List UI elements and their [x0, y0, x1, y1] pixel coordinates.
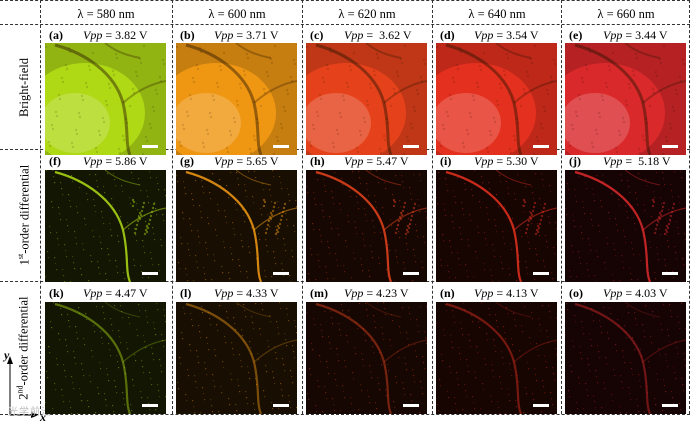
vpp-label: Vpp = 5.86 V [83, 154, 148, 168]
panel-tag: (h) [310, 154, 325, 168]
watermark: 光学前沿 [8, 407, 52, 418]
microscopy-image [306, 302, 427, 414]
panel-tag: (m) [310, 286, 328, 300]
grid-line [302, 0, 303, 414]
panel-tag: (j) [569, 154, 581, 168]
vpp-label: Vpp = 3.82 V [83, 28, 148, 42]
vpp-label: Vpp = 4.13 V [474, 286, 539, 300]
panel-caption: (g) Vpp = 5.65 V [176, 152, 302, 170]
scale-bar [142, 145, 158, 148]
scale-bar [142, 404, 158, 407]
vpp-label: Vpp = 3.54 V [474, 28, 539, 42]
panel-tag: (g) [180, 154, 194, 168]
microscopy-image [176, 302, 297, 414]
microscopy-image [45, 302, 166, 414]
panel-tag: (l) [180, 286, 192, 300]
microscopy-image [306, 170, 427, 282]
grid-line [40, 0, 41, 414]
panel-caption: (m) Vpp = 4.23 V [306, 284, 432, 302]
microscopy-image [45, 170, 166, 282]
panel-caption: (n) Vpp = 4.13 V [436, 284, 562, 302]
scale-bar [403, 404, 419, 407]
grid-line [0, 0, 690, 1]
microscopy-image [565, 43, 686, 155]
axis-arrows [7, 356, 39, 418]
panel-tag: (f) [49, 154, 61, 168]
vpp-label: Vpp = 4.33 V [214, 286, 279, 300]
vpp-label: Vpp = 5.18 V [603, 154, 671, 168]
x-axis-label: x [40, 410, 46, 424]
row-label-bright-field: Bright-field [16, 57, 31, 117]
panel-tag: (a) [49, 28, 63, 42]
panel-tag: (d) [440, 28, 455, 42]
grid-line [561, 0, 562, 414]
column-header-580: λ = 580 nm [77, 7, 135, 21]
column-header-600: λ = 600 nm [208, 7, 266, 21]
grid-line [0, 24, 690, 25]
microscopy-image [176, 170, 297, 282]
panel-caption: (e) Vpp = 3.44 V [565, 26, 690, 44]
microscopy-image [306, 43, 427, 155]
vpp-label: Vpp = 4.47 V [83, 286, 148, 300]
panel-caption: (c) Vpp = 3.62 V [306, 26, 432, 44]
panel-caption: (k) Vpp = 4.47 V [45, 284, 171, 302]
panel-tag: (e) [569, 28, 583, 42]
vpp-label: Vpp = 5.47 V [344, 154, 409, 168]
vpp-label: Vpp = 5.30 V [474, 154, 539, 168]
scale-bar [273, 272, 289, 275]
microscopy-image [436, 302, 557, 414]
panel-caption: (j) Vpp = 5.18 V [565, 152, 690, 170]
panel-caption: (b) Vpp = 3.71 V [176, 26, 302, 44]
vpp-label: Vpp = 4.03 V [603, 286, 668, 300]
row-label-first-order: 1st-order differential [15, 165, 32, 266]
panel-tag: (b) [180, 28, 195, 42]
panel-caption: (i) Vpp = 5.30 V [436, 152, 562, 170]
scale-bar [533, 404, 549, 407]
column-header-620: λ = 620 nm [338, 7, 396, 21]
grid-line [172, 0, 173, 414]
scale-bar [662, 404, 678, 407]
scale-bar [273, 404, 289, 407]
vpp-label: Vpp = 3.71 V [214, 28, 279, 42]
scale-bar [403, 272, 419, 275]
vpp-label: Vpp = 3.44 V [603, 28, 668, 42]
microscopy-image [176, 43, 297, 155]
panel-tag: (k) [49, 286, 64, 300]
y-axis-label: y [4, 348, 10, 362]
panel-caption: (f) Vpp = 5.86 V [45, 152, 171, 170]
scale-bar [662, 145, 678, 148]
panel-tag: (c) [310, 28, 324, 42]
panel-caption: (h) Vpp = 5.47 V [306, 152, 432, 170]
column-header-640: λ = 640 nm [468, 7, 526, 21]
grid-line [432, 0, 433, 414]
microscopy-image [565, 302, 686, 414]
scale-bar [403, 145, 419, 148]
panel-caption: (d) Vpp = 3.54 V [436, 26, 562, 44]
panel-tag: (i) [440, 154, 452, 168]
microscopy-image [565, 170, 686, 282]
column-header-660: λ = 660 nm [597, 7, 655, 21]
vpp-label: Vpp = 4.23 V [344, 286, 409, 300]
microscopy-image [45, 43, 166, 155]
microscopy-image [436, 43, 557, 155]
panel-caption: (o) Vpp = 4.03 V [565, 284, 690, 302]
scale-bar [533, 272, 549, 275]
scale-bar [142, 272, 158, 275]
panel-caption: (a) Vpp = 3.82 V [45, 26, 171, 44]
panel-tag: (n) [440, 286, 455, 300]
panel-tag: (o) [569, 286, 583, 300]
vpp-label: Vpp = 3.62 V [344, 28, 412, 42]
microscopy-image [436, 170, 557, 282]
vpp-label: Vpp = 5.65 V [214, 154, 279, 168]
grid-line [0, 414, 690, 415]
panel-caption: (l) Vpp = 4.33 V [176, 284, 302, 302]
scale-bar [662, 272, 678, 275]
scale-bar [273, 145, 289, 148]
scale-bar [533, 145, 549, 148]
